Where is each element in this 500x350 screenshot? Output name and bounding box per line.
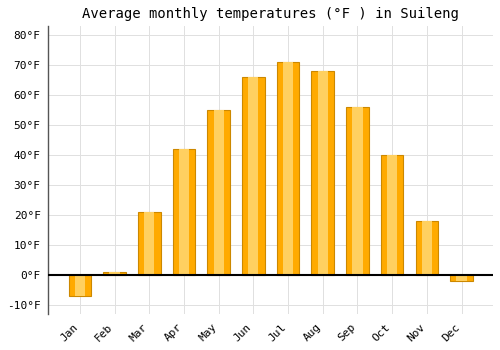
Bar bbox=[450, 275, 473, 281]
Bar bbox=[242, 77, 264, 275]
Bar bbox=[172, 149, 195, 275]
Bar bbox=[138, 212, 160, 275]
Bar bbox=[214, 110, 224, 275]
Bar bbox=[110, 272, 120, 275]
Bar bbox=[422, 221, 432, 275]
Bar bbox=[208, 110, 230, 275]
Bar bbox=[277, 62, 299, 275]
Bar bbox=[283, 62, 293, 275]
Bar bbox=[248, 77, 258, 275]
Bar bbox=[179, 149, 189, 275]
Title: Average monthly temperatures (°F ) in Suileng: Average monthly temperatures (°F ) in Su… bbox=[82, 7, 459, 21]
Bar bbox=[75, 275, 85, 296]
Bar bbox=[346, 107, 368, 275]
Bar bbox=[68, 275, 91, 296]
Bar bbox=[381, 155, 404, 275]
Bar bbox=[144, 212, 154, 275]
Bar bbox=[456, 275, 466, 281]
Bar bbox=[387, 155, 397, 275]
Bar bbox=[104, 272, 126, 275]
Bar bbox=[312, 71, 334, 275]
Bar bbox=[318, 71, 328, 275]
Bar bbox=[416, 221, 438, 275]
Bar bbox=[352, 107, 362, 275]
